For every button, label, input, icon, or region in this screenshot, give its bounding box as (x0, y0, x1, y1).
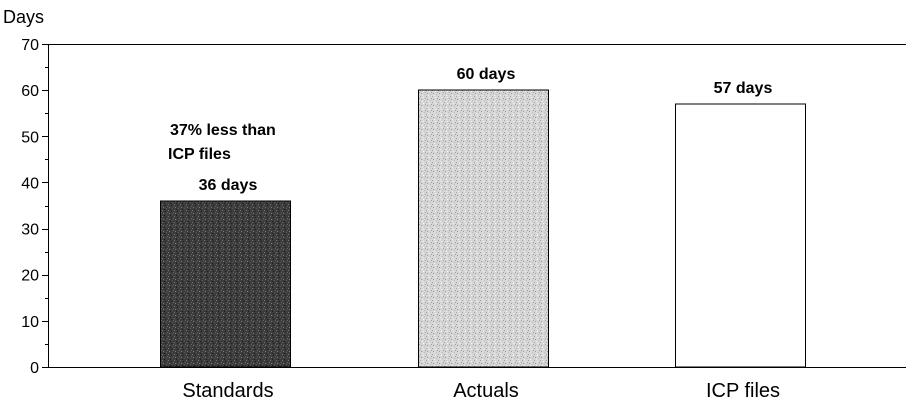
x-tick-label-standards: Standards (182, 380, 273, 402)
x-tick-labels: Standards Actuals ICP files (182, 380, 780, 402)
annotation-line-2: ICP files (168, 146, 231, 163)
annotation: 37% less than ICP files (168, 122, 276, 163)
data-label-standards: 36 days (199, 177, 258, 194)
bar-icp-files (675, 103, 806, 368)
y-axis-label: Days (3, 7, 44, 27)
y-tick-label: 40 (21, 175, 39, 192)
y-tick-label: 50 (21, 129, 39, 146)
x-tick-label-actuals: Actuals (453, 380, 519, 402)
y-tick-label: 10 (21, 314, 39, 331)
y-tick-label: 20 (21, 268, 39, 285)
bar-actuals (418, 89, 549, 368)
y-tick-label: 70 (21, 37, 39, 54)
y-ticks (42, 44, 48, 368)
data-labels: 36 days 60 days 57 days (199, 66, 773, 194)
y-tick-label: 60 (21, 83, 39, 100)
x-tick-label-icp-files: ICP files (706, 380, 780, 402)
bars (160, 89, 806, 368)
data-label-icp-files: 57 days (714, 80, 773, 97)
bar-standards (160, 200, 291, 368)
y-tick-label: 30 (21, 222, 39, 239)
y-tick-labels: 0 10 20 30 40 50 60 70 (21, 37, 39, 377)
y-tick-label: 0 (30, 360, 39, 377)
data-label-actuals: 60 days (457, 66, 516, 83)
annotation-line-1: 37% less than (170, 122, 276, 139)
